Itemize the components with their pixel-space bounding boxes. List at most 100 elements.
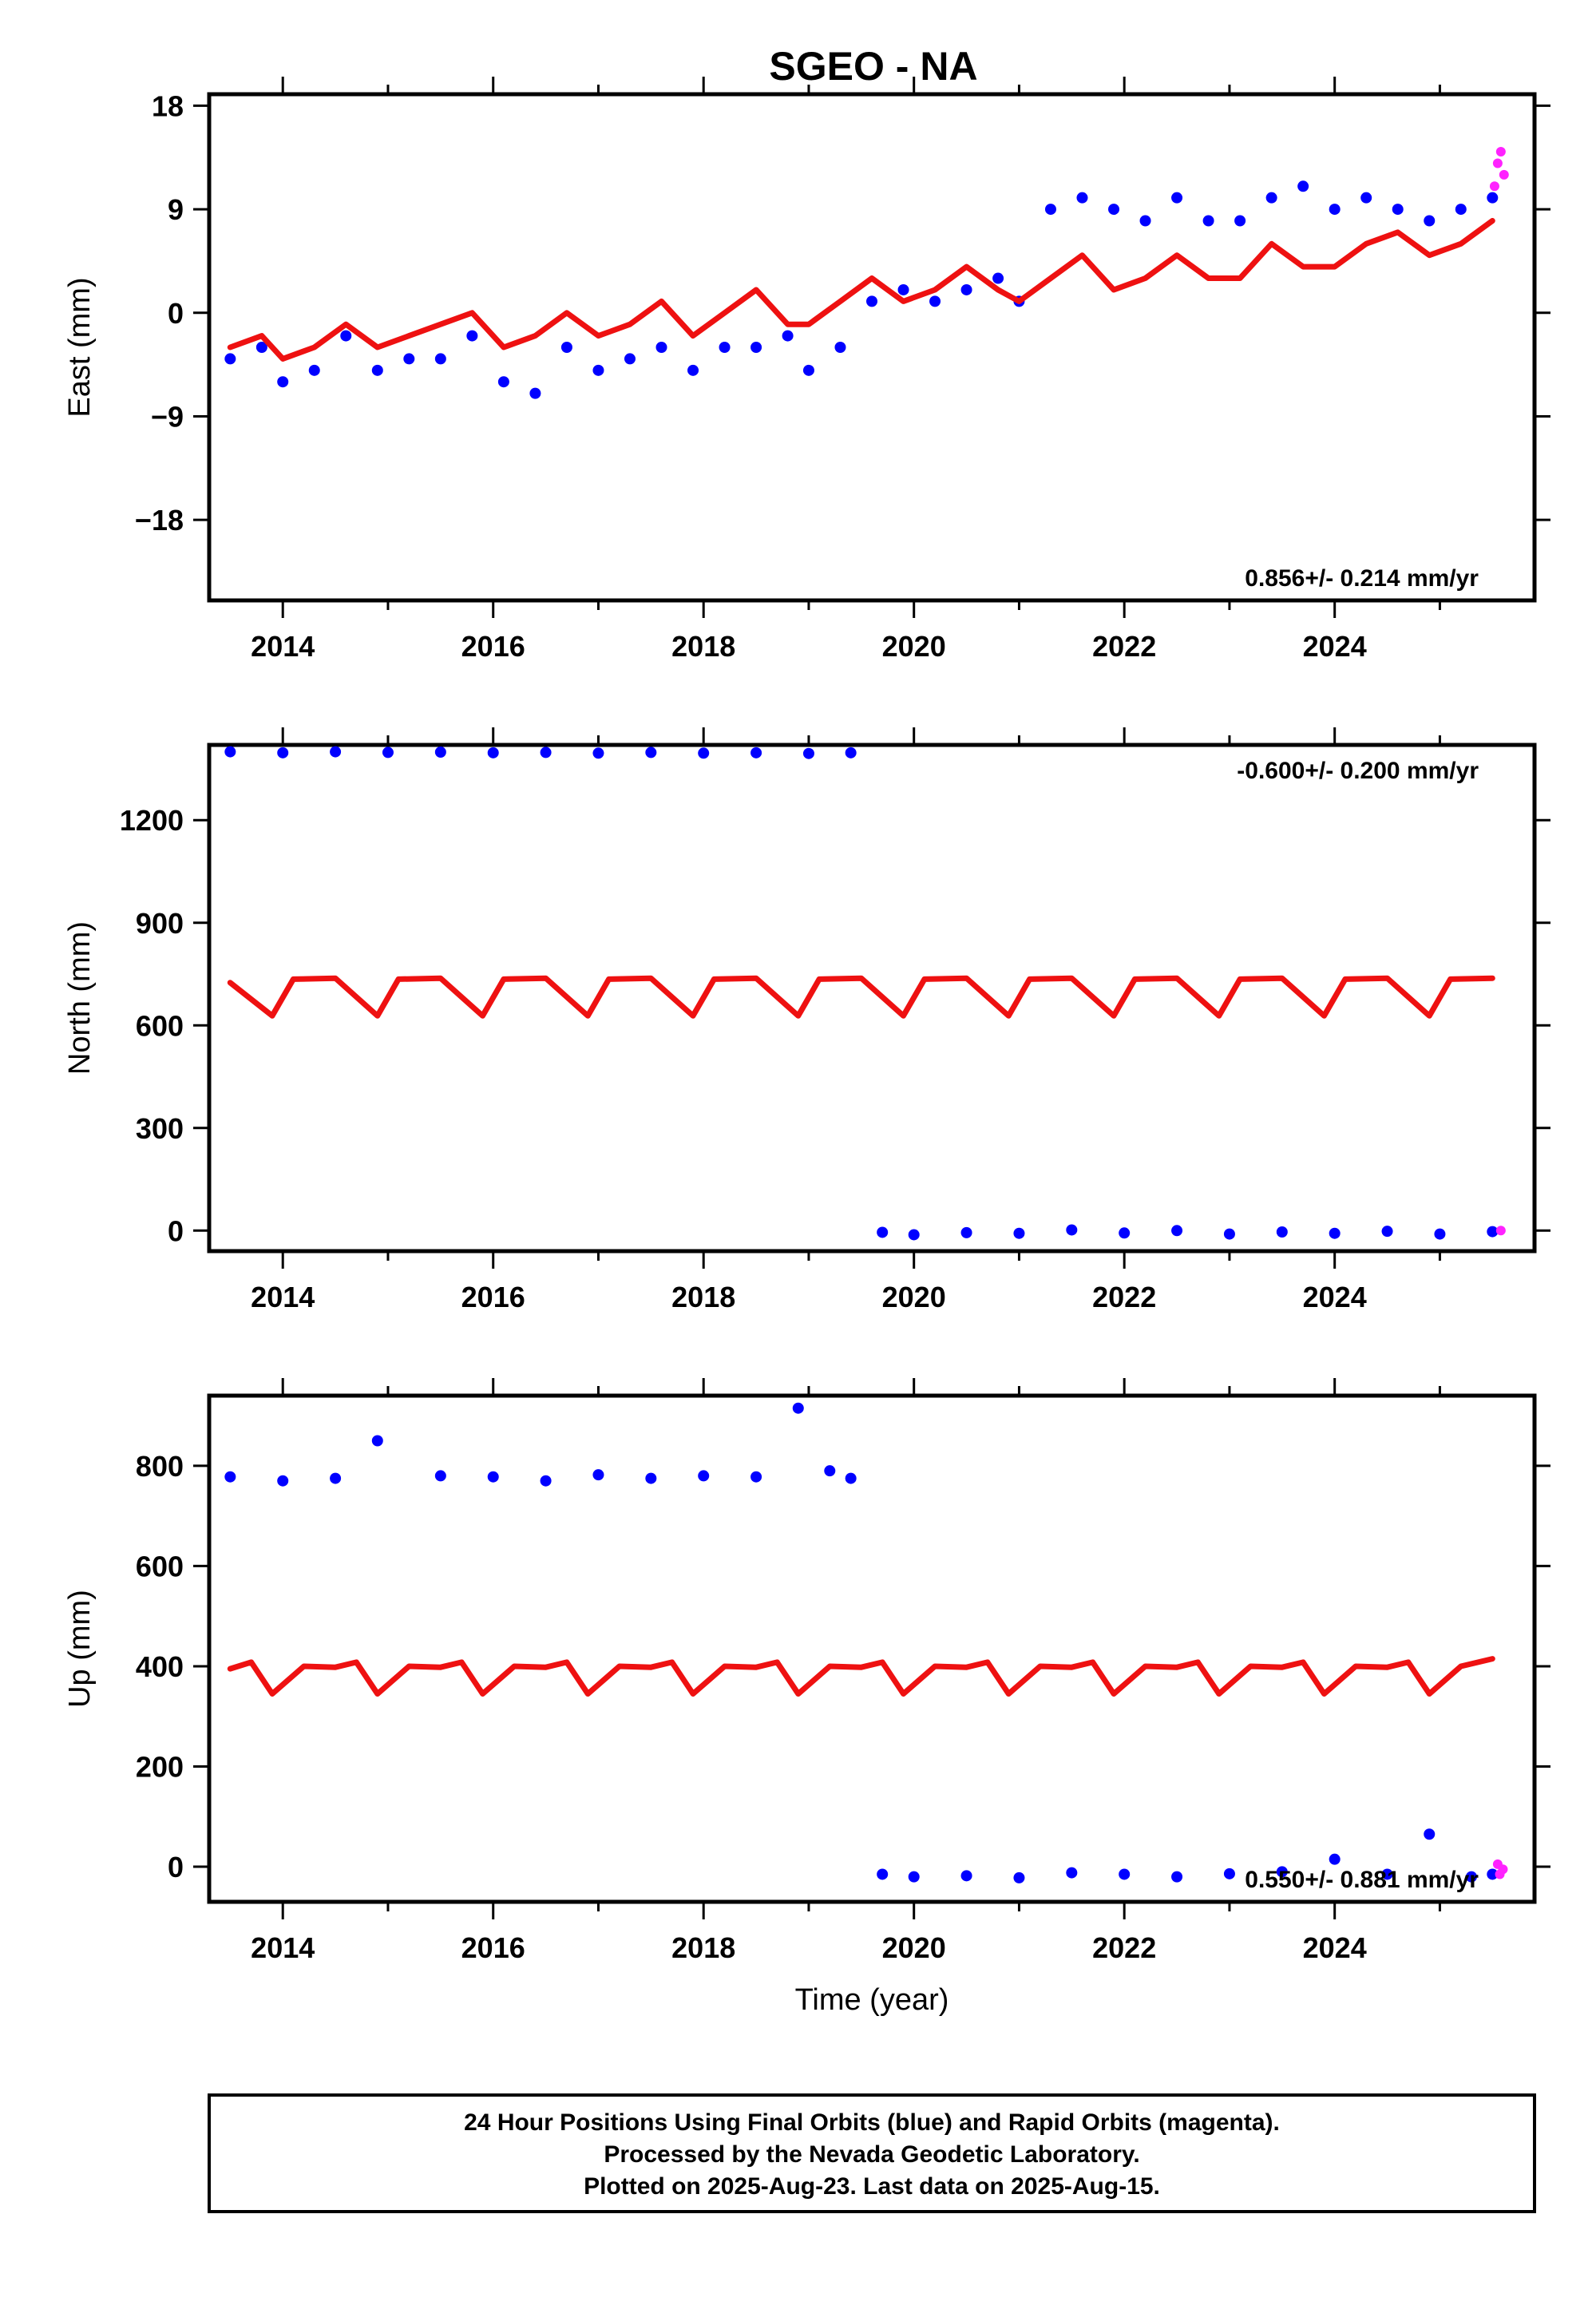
east-plot-frame (207, 92, 1537, 603)
east-final-orbit-point (1265, 192, 1277, 204)
east-rate-annotation: 0.856+/- 0.214 mm/yr (1245, 565, 1479, 592)
up-final-orbit-point (1424, 1828, 1436, 1840)
footer-line-2: Processed by the Nevada Geodetic Laborat… (604, 2141, 1139, 2168)
north-final-orbit-point (277, 747, 289, 758)
up-final-orbit-point (1119, 1868, 1131, 1880)
east-final-orbit-point (1202, 215, 1214, 227)
north-plot-frame (207, 743, 1537, 1254)
north-y-axis-label: North (mm) (63, 921, 97, 1075)
up-final-orbit-point (1381, 1868, 1393, 1880)
east-rapid-orbit-point (1489, 181, 1499, 192)
north-final-orbit-point (592, 747, 604, 759)
east-final-orbit-point (1076, 192, 1088, 204)
north-x-tick-label: 2020 (882, 1281, 946, 1313)
up-y-axis-label: Up (mm) (63, 1590, 97, 1708)
east-final-orbit-point (371, 364, 383, 376)
up-data-layer (224, 1402, 1508, 1883)
up-y-tick-label: 400 (136, 1650, 184, 1683)
east-panel: 2014 2016 2018 2020 2022 2024 −18 −9 0 9 18 East (m… (63, 77, 1550, 663)
up-final-orbit-point (330, 1472, 342, 1484)
up-final-orbit-point (1465, 1871, 1477, 1883)
north-final-orbit-point (382, 747, 394, 758)
up-rate-annotation: 0.550+/- 0.881 mm/yr (1245, 1867, 1479, 1893)
footer-box: 24 Hour Positions Using Final Orbits (bl… (208, 2093, 1536, 2213)
east-final-orbit-point (308, 364, 320, 376)
east-final-orbit-point (1108, 204, 1120, 216)
east-rapid-orbit-point (1499, 169, 1509, 180)
east-y-tick-label: −9 (151, 400, 184, 433)
east-y-tick-label: 18 (152, 89, 184, 122)
up-final-orbit-point (908, 1871, 920, 1883)
east-final-orbit-point (1424, 215, 1436, 227)
up-x-tick-label: 2024 (1303, 1931, 1367, 1964)
up-final-orbit-point (1171, 1871, 1183, 1883)
up-y-tick-label: 200 (136, 1751, 184, 1784)
footer-line-1: 24 Hour Positions Using Final Orbits (bl… (464, 2109, 1280, 2136)
east-final-orbit-point (403, 353, 415, 365)
north-final-orbit-point (845, 747, 857, 758)
east-final-orbit-point (466, 330, 478, 342)
north-final-orbit-point (224, 746, 236, 758)
north-final-orbit-point (802, 747, 814, 759)
east-x-tick-label: 2022 (1092, 630, 1156, 663)
east-final-orbit-point (782, 330, 794, 342)
north-final-orbit-point (960, 1226, 972, 1238)
north-rapid-orbit-point (1495, 1226, 1506, 1236)
north-final-orbit-point (1329, 1227, 1341, 1239)
east-y-tick-label: −18 (135, 504, 184, 537)
up-final-orbit-point (877, 1868, 889, 1880)
up-final-orbit-point (371, 1435, 383, 1447)
north-x-tick-label: 2018 (671, 1281, 735, 1313)
east-final-orbit-point (1044, 204, 1056, 216)
east-final-orbit-point (1329, 204, 1341, 216)
east-model-curve (227, 218, 1495, 362)
east-final-orbit-point (277, 376, 289, 388)
up-final-orbit-point (277, 1475, 289, 1487)
east-data-layer (224, 147, 1509, 399)
north-final-orbit-point (750, 747, 762, 758)
up-final-orbit-point (1329, 1853, 1341, 1865)
east-final-orbit-point (624, 353, 636, 365)
north-final-orbit-point (1013, 1227, 1025, 1239)
east-final-orbit-point (687, 364, 699, 376)
east-final-orbit-point (1455, 204, 1467, 216)
up-model-curve (227, 1656, 1495, 1697)
up-y-tick-label: 800 (136, 1450, 184, 1483)
up-x-tick-label: 2018 (671, 1931, 735, 1964)
east-final-orbit-point (802, 364, 814, 376)
up-final-orbit-point (592, 1469, 604, 1481)
east-final-orbit-point (1139, 215, 1151, 227)
up-final-orbit-point (540, 1475, 552, 1487)
up-final-orbit-point (1066, 1867, 1078, 1879)
up-final-orbit-point (1013, 1871, 1025, 1883)
north-final-orbit-point (1171, 1225, 1183, 1237)
up-x-axis-label: Time (year) (795, 1983, 949, 2017)
up-x-tick-label: 2022 (1092, 1931, 1156, 1964)
east-final-orbit-point (1171, 192, 1183, 204)
up-final-orbit-point (792, 1402, 804, 1414)
north-final-orbit-point (908, 1229, 920, 1241)
east-final-orbit-point (1297, 180, 1309, 192)
east-final-orbit-point (529, 387, 541, 399)
north-final-orbit-point (330, 746, 342, 758)
up-x-tick-label: 2016 (461, 1931, 525, 1964)
east-x-tick-label: 2016 (461, 630, 525, 663)
north-data-layer (224, 746, 1506, 1241)
up-y-tick-label: 0 (168, 1851, 184, 1883)
north-final-orbit-point (1119, 1227, 1131, 1239)
north-final-orbit-point (645, 747, 657, 758)
north-final-orbit-point (1223, 1228, 1235, 1240)
north-final-orbit-point (1066, 1224, 1078, 1236)
up-final-orbit-point (1276, 1866, 1288, 1878)
east-final-orbit-point (1392, 204, 1404, 216)
north-final-orbit-point (1487, 1226, 1499, 1238)
figure-title: SGEO - NA (769, 44, 977, 89)
up-final-orbit-point (487, 1471, 499, 1483)
east-final-orbit-point (1360, 192, 1372, 204)
east-final-orbit-point (834, 342, 846, 353)
east-final-orbit-point (592, 364, 604, 376)
up-final-orbit-point (434, 1470, 446, 1482)
north-final-orbit-point (540, 747, 552, 758)
